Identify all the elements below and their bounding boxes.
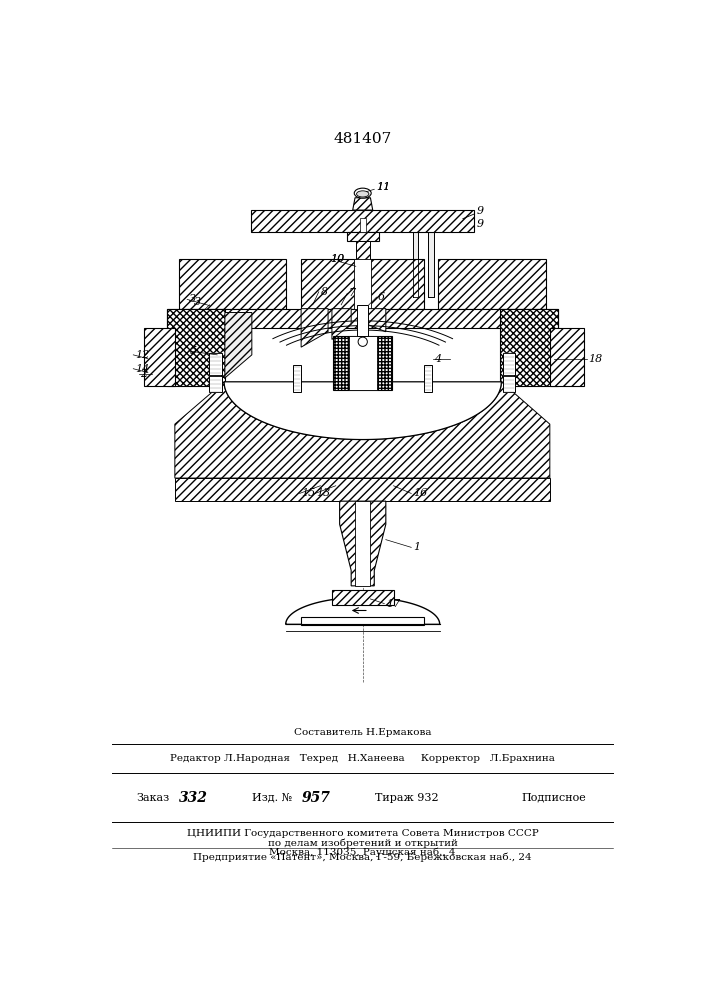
Polygon shape — [500, 309, 558, 386]
Polygon shape — [332, 309, 351, 339]
Bar — [356, 241, 370, 305]
Text: 1: 1 — [413, 542, 420, 552]
Text: 17: 17 — [386, 599, 400, 609]
Text: 11: 11 — [377, 182, 391, 192]
Text: 18: 18 — [588, 354, 602, 364]
Text: 332: 332 — [179, 791, 208, 805]
Text: Заказ: Заказ — [136, 793, 170, 803]
Polygon shape — [286, 597, 440, 624]
Text: 4: 4 — [434, 354, 441, 364]
Text: 7: 7 — [349, 288, 356, 298]
Bar — [334, 336, 392, 389]
Bar — [413, 232, 418, 297]
Text: 13: 13 — [317, 488, 331, 498]
Bar — [354, 259, 371, 309]
Text: Тираж 932: Тираж 932 — [375, 793, 438, 803]
Bar — [293, 365, 301, 392]
Circle shape — [358, 337, 368, 346]
Bar — [209, 376, 222, 392]
Text: 8: 8 — [320, 287, 327, 297]
Text: 10: 10 — [330, 254, 344, 264]
Ellipse shape — [354, 188, 371, 198]
Bar — [355, 501, 370, 586]
Text: 16: 16 — [413, 488, 427, 498]
Text: 11: 11 — [377, 182, 391, 192]
Text: 12: 12 — [135, 350, 149, 360]
Bar — [209, 353, 222, 375]
Polygon shape — [438, 259, 546, 309]
Polygon shape — [175, 478, 550, 501]
Polygon shape — [167, 309, 225, 386]
Text: Москва, 113035, Раушская наб., 4: Москва, 113035, Раушская наб., 4 — [269, 848, 456, 857]
Bar — [334, 336, 392, 389]
Polygon shape — [167, 309, 558, 328]
Bar — [503, 353, 515, 375]
Text: 14: 14 — [135, 364, 149, 374]
Text: 957: 957 — [302, 791, 331, 805]
Polygon shape — [175, 382, 550, 478]
Polygon shape — [251, 210, 474, 232]
Text: 10: 10 — [330, 254, 344, 264]
Polygon shape — [301, 309, 328, 347]
Text: 15: 15 — [301, 488, 315, 498]
Bar — [503, 376, 515, 392]
Polygon shape — [366, 309, 386, 332]
Text: ЦНИИПИ Государственного комитета Совета Министров СССР: ЦНИИПИ Государственного комитета Совета … — [187, 829, 539, 838]
Polygon shape — [179, 259, 286, 309]
Text: 3: 3 — [194, 297, 201, 307]
Text: Предприятие «Патент», Москва, Г-59, Бережковская наб., 24: Предприятие «Патент», Москва, Г-59, Бере… — [194, 852, 532, 862]
Polygon shape — [224, 382, 501, 440]
Text: 9: 9 — [477, 206, 484, 216]
Text: Редактор Л.Народная   Техред   Н.Ханеева     Корректор   Л.Брахнина: Редактор Л.Народная Техред Н.Ханеева Кор… — [170, 754, 555, 763]
Polygon shape — [550, 328, 585, 386]
Text: Составитель Н.Ермакова: Составитель Н.Ермакова — [294, 728, 431, 737]
Polygon shape — [301, 259, 424, 309]
Bar — [424, 365, 432, 392]
Bar — [332, 590, 394, 605]
Bar — [357, 305, 368, 336]
Text: 2: 2 — [140, 369, 147, 379]
Text: по делам изобретений и открытий: по делам изобретений и открытий — [268, 838, 457, 848]
Polygon shape — [225, 312, 252, 378]
Bar — [349, 336, 377, 389]
Polygon shape — [353, 198, 373, 210]
Text: 6: 6 — [378, 292, 385, 302]
Text: Изд. №: Изд. № — [252, 793, 292, 803]
Bar — [428, 232, 433, 297]
Polygon shape — [339, 501, 386, 586]
Text: Подписное: Подписное — [521, 793, 586, 803]
Polygon shape — [346, 232, 379, 241]
Text: 5: 5 — [190, 346, 197, 356]
Polygon shape — [144, 328, 175, 386]
Bar — [360, 218, 366, 232]
Text: 481407: 481407 — [334, 132, 392, 146]
Text: 9: 9 — [477, 219, 484, 229]
Ellipse shape — [356, 191, 369, 197]
Text: 3: 3 — [189, 294, 196, 304]
Bar — [301, 617, 424, 625]
